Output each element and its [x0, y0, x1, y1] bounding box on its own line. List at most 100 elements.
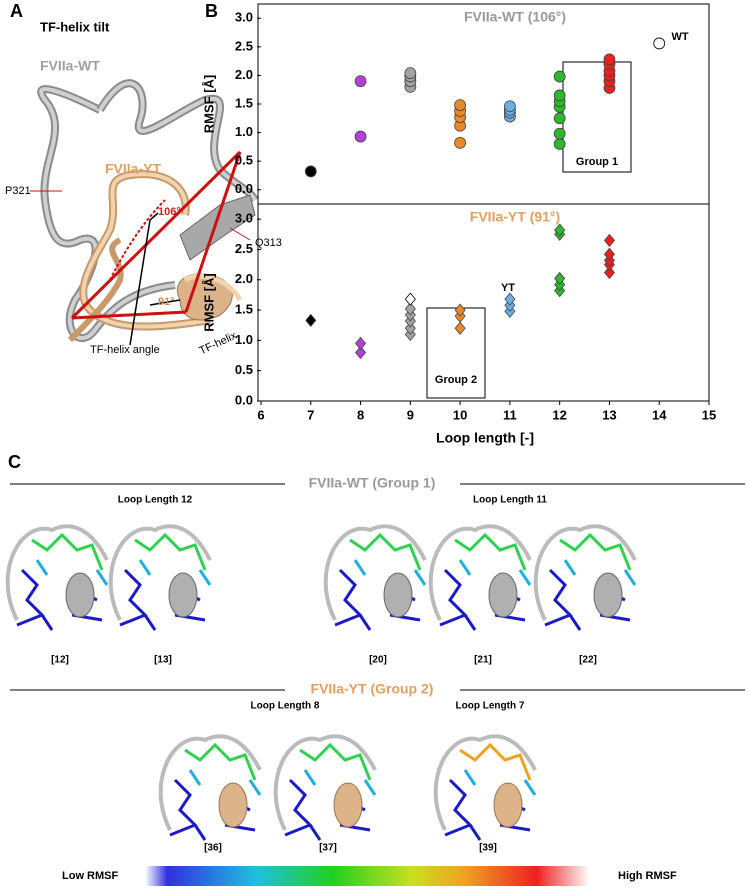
loop-sticks	[459, 742, 532, 781]
loop-sticks	[31, 532, 104, 571]
annotation: WT	[671, 31, 688, 43]
helix	[168, 572, 198, 618]
y-tick-label: 1.0	[235, 124, 253, 139]
structure-label: 106°	[158, 206, 181, 218]
chart-title: FVIIa-WT (106°)	[464, 9, 566, 25]
x-tick-label: 11	[503, 407, 517, 422]
y-tick-label: 3.0	[235, 211, 253, 226]
loop-sticks	[454, 532, 527, 571]
point	[454, 303, 466, 317]
x-tick-label: 15	[702, 407, 716, 422]
structure-label: P321	[5, 185, 31, 197]
color-scale	[145, 866, 590, 886]
loop	[5, 524, 109, 621]
structure-label: TF-helix angle	[90, 344, 160, 356]
loop-sticks	[134, 532, 207, 571]
y-tick-label: 3.0	[235, 10, 253, 25]
x-tick-label: 12	[552, 407, 566, 422]
scale-label: Low RMSF	[62, 870, 118, 882]
point	[454, 321, 466, 335]
annotation: Group 2	[435, 374, 477, 386]
loop	[323, 524, 427, 621]
annotation: Group 1	[576, 156, 618, 168]
helix	[493, 782, 523, 828]
helix	[218, 782, 248, 828]
y-axis-label: RMSF [Å]	[201, 273, 216, 332]
group-box	[426, 307, 486, 399]
x-tick-label: 14	[652, 407, 667, 422]
sticks	[169, 778, 256, 841]
point	[305, 313, 317, 328]
x-tick-label: 10	[453, 407, 467, 422]
group-header: Loop Length 8	[251, 701, 320, 712]
loop	[428, 524, 532, 621]
structure-id: [20]	[369, 655, 387, 666]
structure-id: [21]	[474, 655, 492, 666]
sticks	[463, 769, 537, 796]
chart-title: FVIIa-YT (91°)	[470, 209, 560, 225]
point	[553, 127, 566, 140]
sticks	[563, 559, 637, 586]
structure-id: [36]	[204, 843, 222, 854]
point	[404, 321, 416, 335]
panel-title: TF-helix tilt	[40, 19, 110, 34]
structure	[428, 524, 532, 631]
y-tick-label: 2.0	[235, 67, 253, 82]
helix	[488, 572, 518, 618]
y-axis-label: RMSF [Å]	[201, 75, 216, 134]
sticks	[35, 559, 109, 586]
structure	[433, 734, 537, 841]
point	[503, 100, 516, 113]
x-tick-label: 6	[257, 407, 264, 422]
loop	[108, 524, 212, 621]
point	[553, 112, 566, 125]
group-header: Loop Length 7	[456, 701, 525, 712]
point	[404, 67, 417, 80]
structure-label: 91°	[158, 296, 175, 308]
point	[554, 271, 566, 286]
point	[553, 70, 566, 83]
sticks	[439, 568, 526, 631]
group-header: Loop Length 12	[118, 495, 193, 506]
scale-label: High RMSF	[618, 870, 677, 882]
x-tick-label: 7	[307, 407, 314, 422]
x-tick-label: 9	[407, 407, 414, 422]
y-tick-label: 0.0	[235, 181, 253, 196]
sticks	[303, 769, 377, 796]
y-tick-label: 1.0	[235, 332, 253, 347]
point	[603, 53, 616, 66]
group-title: FVIIa-WT (Group 1)	[309, 475, 436, 491]
helix	[593, 572, 623, 618]
point	[355, 336, 367, 351]
structure	[158, 734, 262, 841]
point	[603, 247, 615, 261]
y-tick-label: 0.5	[235, 153, 253, 168]
sticks	[284, 778, 371, 841]
structure-label: FVIIa-YT	[105, 161, 161, 177]
structure-id: [12]	[51, 655, 69, 666]
panel-label: C	[8, 452, 21, 472]
loop-sticks	[349, 532, 422, 571]
structure-label: FVIIa-WT	[40, 58, 100, 74]
x-tick-label: 8	[357, 407, 364, 422]
loop-sticks	[559, 532, 632, 571]
y-tick-label: 0.5	[235, 362, 253, 377]
point	[354, 75, 367, 88]
structure-id: [22]	[579, 655, 597, 666]
plot-frame	[257, 3, 710, 402]
y-tick-label: 1.5	[235, 302, 253, 317]
y-tick-label: 1.5	[235, 95, 253, 110]
point	[404, 292, 416, 306]
annotation: YT	[501, 282, 515, 294]
loop	[533, 524, 637, 621]
point	[603, 233, 615, 247]
y-tick-label: 2.0	[235, 271, 253, 286]
sticks	[353, 559, 427, 586]
sticks	[138, 559, 212, 586]
loop-sticks	[184, 742, 257, 781]
structure-id: [37]	[319, 843, 337, 854]
point	[504, 292, 516, 306]
structure	[533, 524, 637, 631]
loop	[158, 734, 262, 831]
loop	[433, 734, 537, 831]
